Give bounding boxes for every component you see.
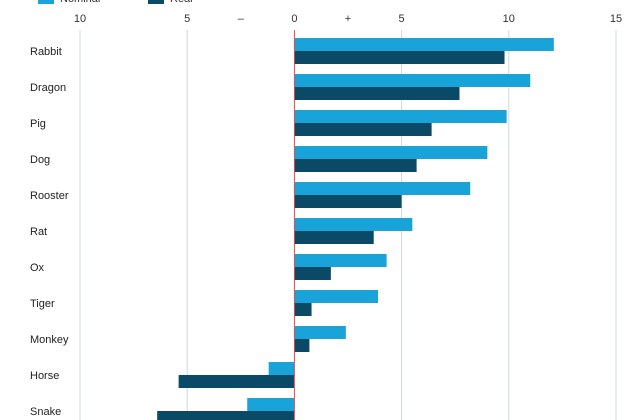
bar-snake-real (157, 411, 295, 420)
x-tick-label: 5 (184, 13, 190, 25)
bar-horse-real (178, 375, 295, 388)
bar-rabbit-nominal (294, 38, 554, 51)
bar-dragon-real (294, 87, 460, 100)
x-tick-label: 10 (74, 13, 86, 25)
x-tick-label: 0 (291, 13, 297, 25)
category-label-dragon: Dragon (30, 82, 66, 94)
legend: Nominal Real (38, 0, 193, 5)
bar-pig-real (294, 123, 432, 136)
bar-rat-nominal (294, 218, 413, 231)
bar-rooster-real (294, 195, 402, 208)
bar-ox-nominal (294, 254, 387, 267)
bar-tiger-nominal (294, 290, 379, 303)
category-label-snake: Snake (30, 406, 61, 418)
x-tick-label: 10 (503, 13, 515, 25)
bar-rooster-nominal (294, 182, 471, 195)
category-label-monkey: Monkey (30, 334, 69, 346)
category-label-rooster: Rooster (30, 190, 69, 202)
bar-dog-real (294, 159, 417, 172)
bar-monkey-nominal (294, 326, 346, 339)
bar-tiger-real (294, 303, 312, 316)
x-tick-label: 15 (610, 13, 622, 25)
bar-ox-real (294, 267, 331, 280)
bar-rat-real (294, 231, 374, 244)
legend-label-nominal: Nominal (60, 0, 100, 5)
bar-dragon-nominal (294, 74, 531, 87)
category-label-ox: Ox (30, 262, 45, 274)
category-label-tiger: Tiger (30, 298, 55, 310)
x-axis-ticks: 10 5 0 5 10 15 – + (74, 13, 622, 25)
category-label-dog: Dog (30, 154, 50, 166)
category-label-rat: Rat (30, 226, 47, 238)
category-label-horse: Horse (30, 370, 59, 382)
legend-label-real: Real (170, 0, 193, 5)
positive-sign-marker: + (345, 13, 351, 25)
bar-monkey-real (294, 339, 310, 352)
bar-dog-nominal (294, 146, 488, 159)
category-labels: Rabbit Dragon Pig Dog Rooster Rat Ox Tiger Monke… (30, 46, 69, 418)
category-label-pig: Pig (30, 118, 46, 130)
bar-snake-nominal (247, 398, 295, 411)
negative-sign-marker: – (238, 13, 245, 25)
bar-rabbit-real (294, 51, 505, 64)
bar-horse-nominal (268, 362, 295, 375)
category-label-rabbit: Rabbit (30, 46, 62, 58)
legend-swatch-real (148, 0, 164, 4)
bars (157, 38, 554, 420)
x-tick-label: 5 (399, 13, 405, 25)
bar-pig-nominal (294, 110, 507, 123)
legend-swatch-nominal (38, 0, 54, 4)
